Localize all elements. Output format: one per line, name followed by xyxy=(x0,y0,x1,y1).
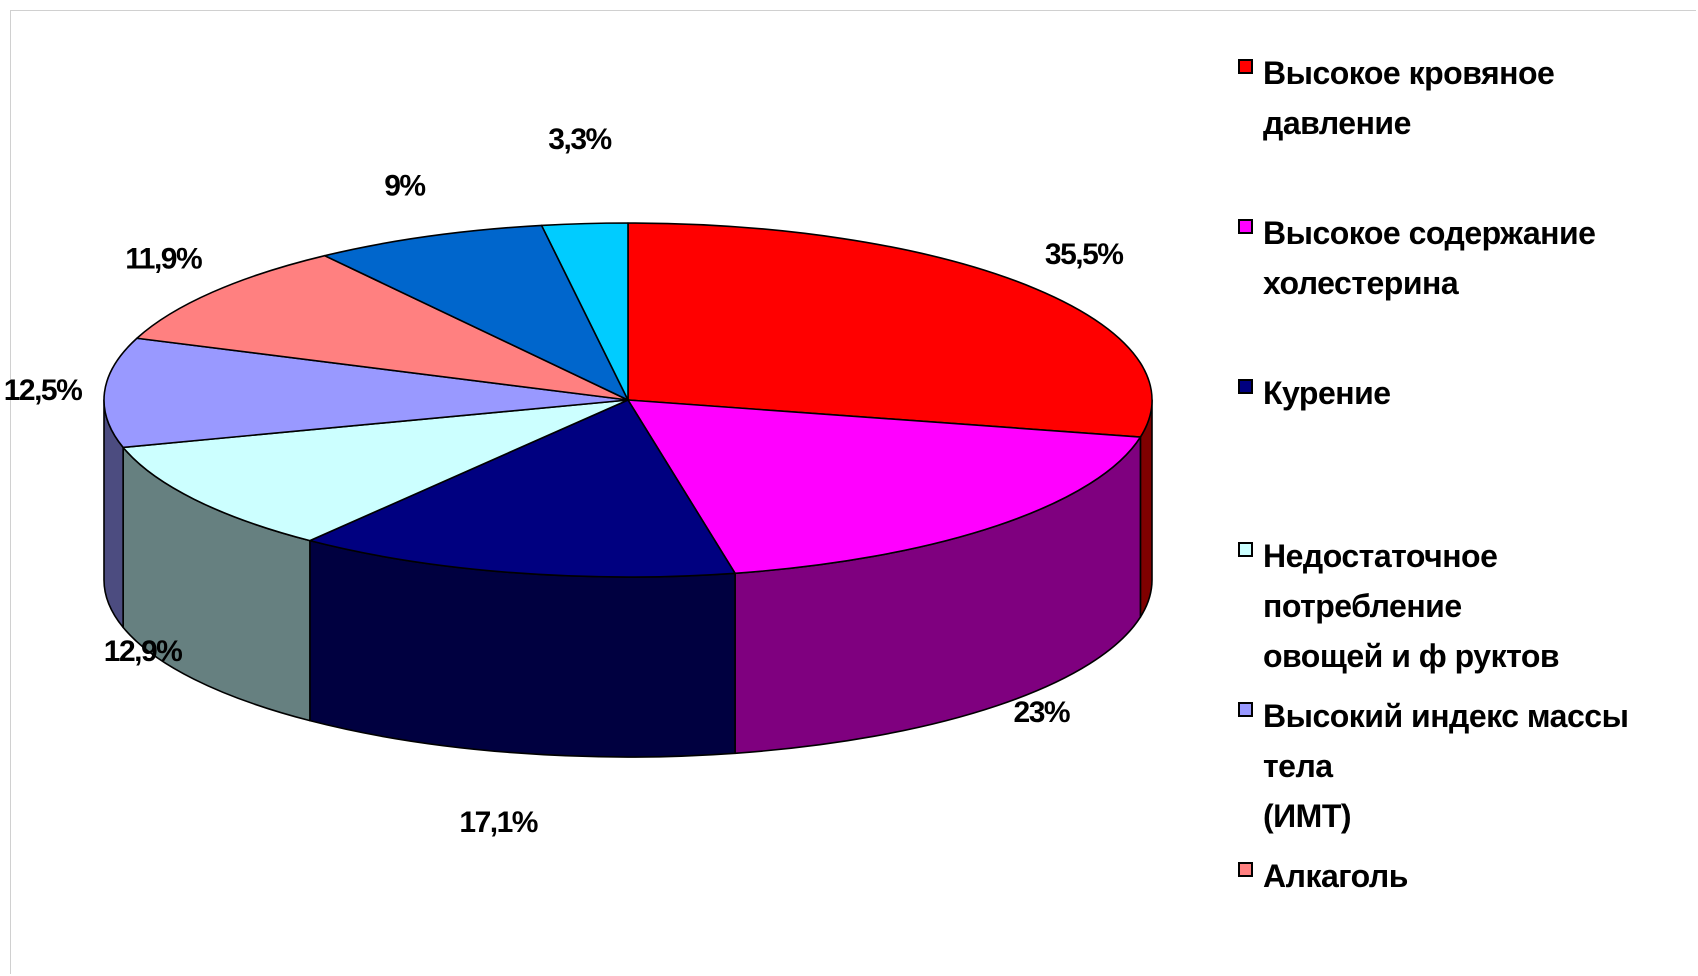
pie-slice xyxy=(309,399,736,578)
pie-slice xyxy=(122,399,629,542)
legend-item: Недостаточное потребление овощей и ф рук… xyxy=(1238,531,1698,681)
pie-slice xyxy=(323,224,629,401)
pie-slice xyxy=(627,222,1153,438)
pie-value-label: 12,5% xyxy=(4,374,82,407)
legend-swatch xyxy=(1238,862,1253,877)
legend-label: Высокое кровяное давление xyxy=(1263,55,1555,141)
pie-slice xyxy=(136,254,629,401)
legend-swatch xyxy=(1238,702,1253,717)
pie-value-label: 35,5% xyxy=(1045,238,1123,271)
pie-value-label: 9% xyxy=(384,170,425,203)
chart-frame xyxy=(10,10,1696,974)
legend-swatch xyxy=(1238,379,1253,394)
legend-swatch xyxy=(1238,59,1253,74)
pie-top xyxy=(103,222,1153,578)
legend-swatch xyxy=(1238,542,1253,557)
pie-value-label: 17,1% xyxy=(459,806,537,839)
legend-item: Высокое кровяное давление xyxy=(1238,48,1698,148)
pie-labels: 35,5% 23% 17,1% 12,9% 12,5% 11,9% 9% 3,3% xyxy=(4,123,1125,839)
legend-label: Высокое содержание холестерина xyxy=(1263,215,1596,301)
legend-item: Курение xyxy=(1238,368,1698,418)
pie-value-label: 3,3% xyxy=(548,123,611,156)
pie-value-label: 12,9% xyxy=(104,635,182,668)
legend-label: Недостаточное потребление овощей и ф рук… xyxy=(1263,538,1560,674)
legend-item: Высокий индекс массы тела (ИМТ) xyxy=(1238,691,1698,841)
pie-slice xyxy=(627,399,1142,575)
legend-item: Высокое содержание холестерина xyxy=(1238,208,1698,308)
legend-label: Алкаголь xyxy=(1263,858,1408,894)
pie-value-label: 11,9% xyxy=(125,243,202,276)
pie-slice xyxy=(540,222,629,401)
pie-value-label: 23% xyxy=(1014,696,1070,729)
legend-swatch xyxy=(1238,219,1253,234)
legend-item: Алкаголь xyxy=(1238,851,1698,901)
legend-label: Высокий индекс массы тела (ИМТ) xyxy=(1263,698,1629,834)
legend-label: Курение xyxy=(1263,375,1391,411)
pie-slice xyxy=(103,337,629,449)
